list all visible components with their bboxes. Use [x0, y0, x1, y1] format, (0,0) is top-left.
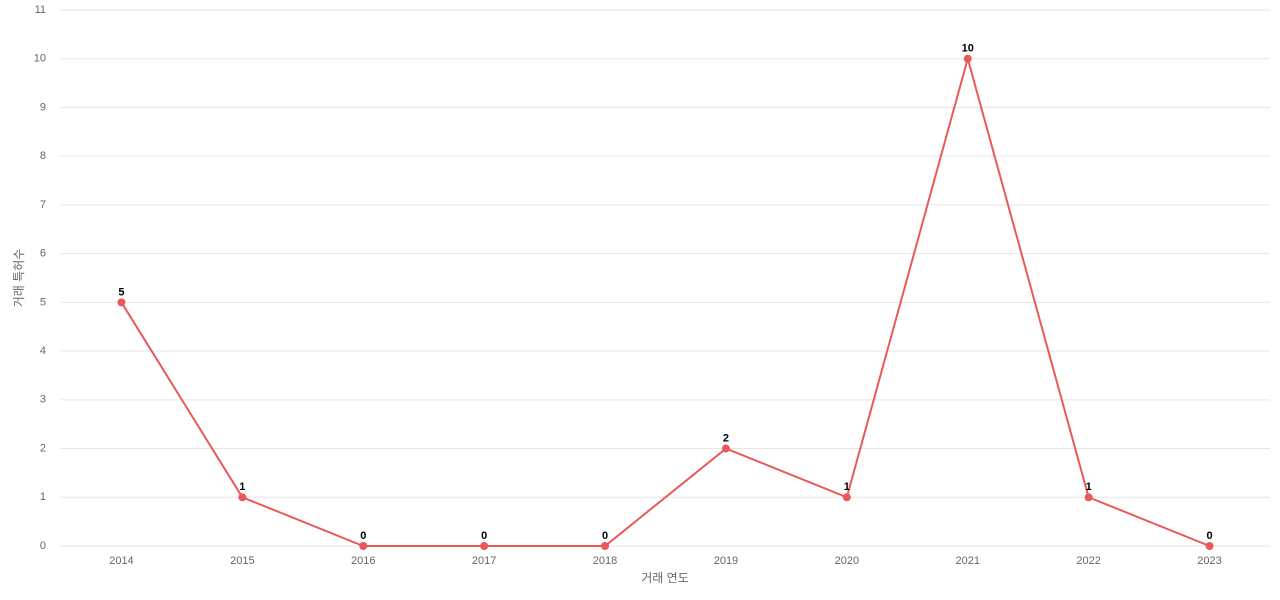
y-tick-label: 9 [40, 101, 46, 113]
y-tick-label: 8 [40, 150, 46, 162]
x-tick-label: 2018 [593, 555, 617, 567]
data-label: 1 [844, 481, 850, 493]
x-tick-label: 2022 [1076, 555, 1100, 567]
data-label: 1 [1086, 481, 1092, 493]
point [117, 298, 126, 307]
line [120, 54, 1210, 547]
data-label: 10 [962, 43, 974, 55]
y-tick-label: 0 [40, 540, 46, 552]
point [238, 493, 247, 502]
x-tick-label: 2020 [835, 555, 859, 567]
data-label: 0 [360, 530, 366, 542]
data-label: 1 [239, 481, 245, 493]
point [1205, 542, 1214, 550]
data-label: 0 [1206, 530, 1212, 542]
point [601, 542, 610, 550]
x-tick-label: 2014 [109, 555, 133, 567]
point [1084, 493, 1093, 502]
x-tick-label: 2017 [472, 555, 496, 567]
point [721, 444, 730, 453]
point [842, 493, 851, 502]
data-label: 2 [723, 432, 729, 444]
data-label: 0 [602, 530, 608, 542]
x-tick-label: 2015 [230, 555, 254, 567]
y-tick-label: 3 [40, 394, 46, 406]
y-tick-label: 4 [40, 345, 46, 357]
y-tick-label: 5 [40, 296, 46, 308]
y-tick-label: 1 [40, 491, 46, 503]
y-axis-title: 거래 특허수 [12, 249, 26, 308]
x-tick-label: 2016 [351, 555, 375, 567]
y-tick-label: 7 [40, 199, 46, 211]
data-label: 5 [118, 286, 124, 298]
y-tick-label: 6 [40, 248, 46, 260]
x-tick-label: 2019 [714, 555, 738, 567]
y-tick-label: 10 [34, 53, 46, 65]
point [359, 542, 368, 550]
y-tick-label: 2 [40, 442, 46, 454]
y-tick-label: 11 [35, 4, 46, 16]
point [963, 54, 972, 63]
point [480, 542, 489, 550]
data-label: 0 [481, 530, 487, 542]
x-axis-title: 거래 연도 [641, 571, 689, 585]
x-tick-label: 2023 [1197, 555, 1221, 567]
x-tick-label: 2021 [956, 555, 980, 567]
